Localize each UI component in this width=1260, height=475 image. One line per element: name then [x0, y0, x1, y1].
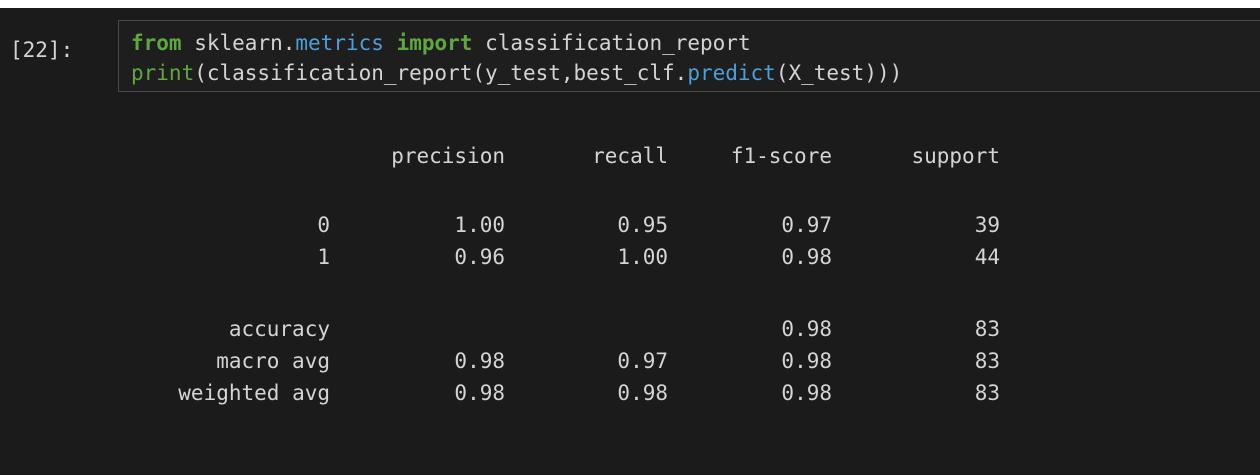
metric-value: 0.97 — [781, 213, 832, 237]
metric-value: 0.98 — [781, 245, 832, 269]
column-header: precision — [391, 144, 505, 168]
row-label: accuracy — [228, 317, 330, 341]
row-label: macro avg — [216, 349, 330, 373]
row-label: 0 — [317, 213, 330, 237]
code-editor[interactable]: from sklearn.metrics import classificati… — [118, 20, 1260, 92]
keyword: import — [396, 31, 473, 55]
metric-value: 0.97 — [617, 349, 668, 373]
code-text: (classification_report(y_test,best_clf. — [194, 61, 688, 85]
code-line: from sklearn.metrics import classificati… — [131, 31, 751, 55]
keyword: from — [131, 31, 182, 55]
row-label: 1 — [317, 245, 330, 269]
metric-value: 83 — [974, 317, 1000, 341]
row-label: weighted avg — [178, 381, 330, 405]
builtin: print — [131, 61, 195, 85]
metric-value: 39 — [974, 213, 1000, 237]
metric-value: 0.98 — [781, 349, 832, 373]
execution-count: [22]: — [10, 38, 74, 62]
code-line: print(classification_report(y_test,best_… — [131, 61, 902, 85]
metric-value: 0.95 — [617, 213, 668, 237]
attribute: predict — [687, 61, 776, 85]
code-text: (X_test))) — [775, 61, 903, 85]
metric-value: 83 — [974, 381, 1000, 405]
metric-value: 0.98 — [454, 381, 505, 405]
column-header: f1-score — [730, 144, 832, 168]
metric-value: 0.98 — [617, 381, 668, 405]
identifier: classification_report — [485, 31, 751, 55]
column-header: support — [911, 144, 1000, 168]
attribute: metrics — [295, 31, 384, 55]
notebook-cell: [22]: from sklearn.metrics import classi… — [0, 8, 1260, 475]
metric-value: 0.96 — [454, 245, 505, 269]
metric-value: 1.00 — [454, 213, 505, 237]
metric-value: 83 — [974, 349, 1000, 373]
column-header: recall — [592, 144, 668, 168]
metric-value: 0.98 — [454, 349, 505, 373]
module: sklearn. — [194, 31, 296, 55]
metric-value: 0.98 — [781, 317, 832, 341]
metric-value: 44 — [974, 245, 1000, 269]
metric-value: 1.00 — [617, 245, 668, 269]
metric-value: 0.98 — [781, 381, 832, 405]
